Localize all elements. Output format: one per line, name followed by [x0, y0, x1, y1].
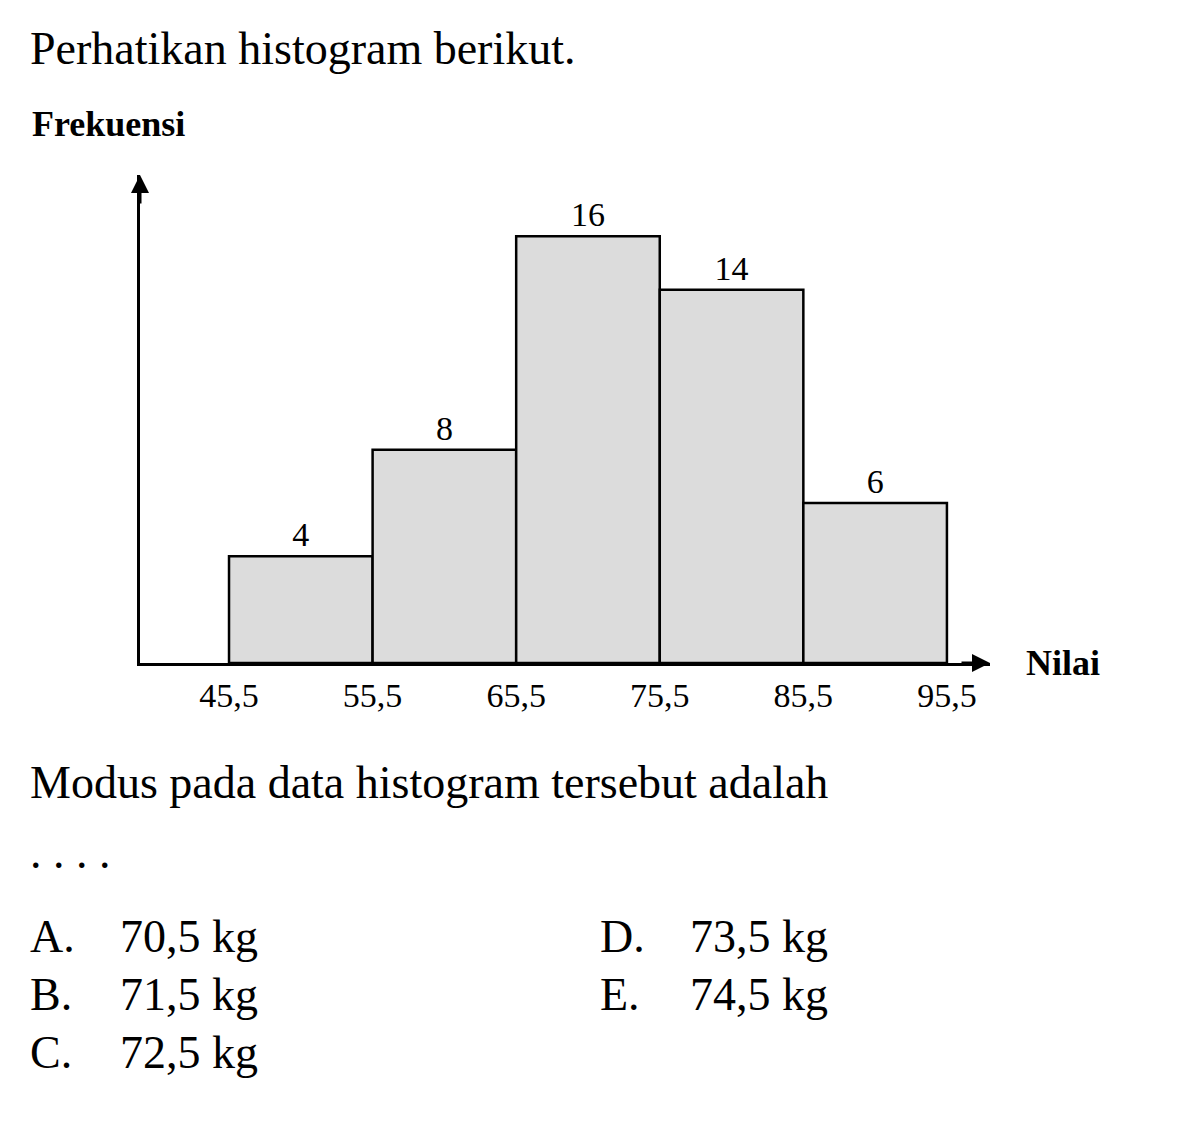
html-text:73,5 kg: 73,5 kg [690, 911, 828, 962]
svg-text:65,5: 65,5 [486, 677, 546, 714]
html-text:B.: B. [30, 969, 73, 1020]
html-text:Perhatikan histogram berikut.: Perhatikan histogram berikut. [30, 23, 576, 74]
svg-text:95,5: 95,5 [917, 677, 977, 714]
html-text:E.: E. [600, 969, 640, 1020]
html-text:72,5 kg: 72,5 kg [120, 1027, 258, 1078]
svg-text:75,5: 75,5 [630, 677, 690, 714]
svg-text:45,5: 45,5 [199, 677, 259, 714]
html-text:C.: C. [30, 1027, 73, 1078]
svg-text:Nilai: Nilai [1026, 643, 1100, 683]
svg-text:85,5: 85,5 [774, 677, 834, 714]
svg-text:8: 8 [436, 410, 453, 447]
svg-text:55,5: 55,5 [343, 677, 403, 714]
html-text:D.: D. [600, 911, 645, 962]
html-text:74,5 kg: 74,5 kg [690, 969, 828, 1020]
svg-text:Frekuensi: Frekuensi [32, 110, 185, 144]
html-text:71,5 kg: 71,5 kg [120, 969, 258, 1020]
svg-text:6: 6 [867, 463, 884, 500]
svg-text:16: 16 [571, 196, 605, 233]
html-text:70,5 kg: 70,5 kg [120, 911, 258, 962]
html-text:Modus pada data histogram ters: Modus pada data histogram tersebut adala… [30, 757, 829, 808]
html-text:A.: A. [30, 911, 75, 962]
svg-text:4: 4 [292, 516, 309, 553]
svg-text:14: 14 [715, 250, 749, 287]
